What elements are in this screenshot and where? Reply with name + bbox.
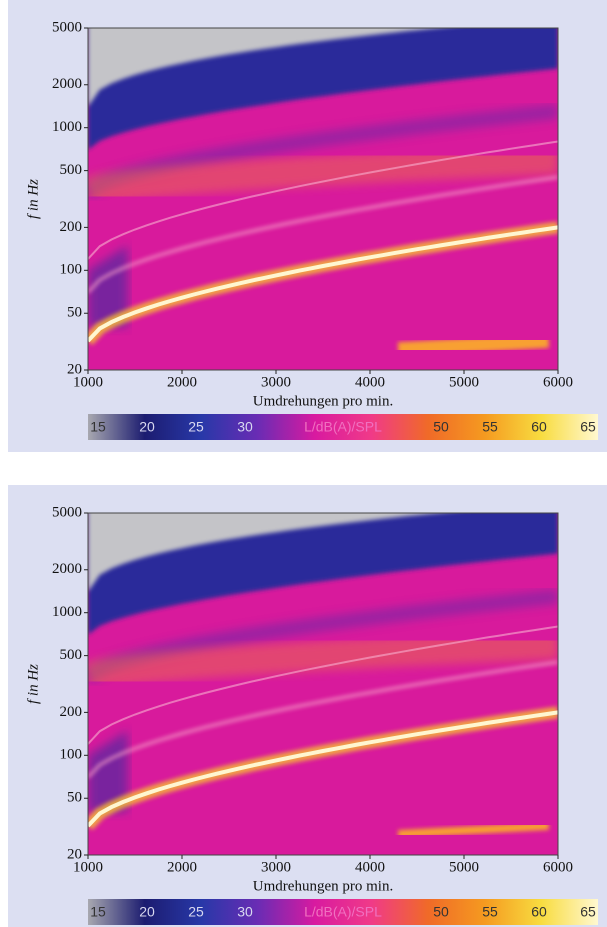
blue-left — [88, 245, 128, 328]
x-tick-label: 3000 — [261, 859, 291, 875]
blue-region — [88, 104, 558, 199]
y-tick-label: 50 — [67, 790, 82, 806]
colorbar-tick-label: 65 — [580, 904, 596, 920]
blue-left — [88, 730, 128, 813]
colorbar-tick-label: 55 — [482, 904, 498, 920]
x-tick-label: 6000 — [543, 374, 573, 390]
mid-band — [88, 144, 558, 208]
x-tick-label: 6000 — [543, 859, 573, 875]
x-axis-label: Umdrehungen pro min. — [253, 878, 393, 894]
plot-frame — [87, 512, 559, 856]
gray-region — [88, 28, 438, 107]
y-tick-label: 1000 — [52, 604, 82, 620]
y-tick-label: 200 — [60, 219, 83, 235]
colorbar-tick-label: 65 — [580, 419, 596, 435]
colorbar-tick-label: 60 — [531, 419, 547, 435]
x-tick-label: 2000 — [167, 859, 197, 875]
colorbar-tick-label: 60 — [531, 904, 547, 920]
x-tick-label: 3000 — [261, 374, 291, 390]
y-tick-label: 5000 — [52, 19, 82, 35]
harmonic — [88, 140, 558, 260]
x-tick-label: 2000 — [167, 374, 197, 390]
colorbar — [88, 414, 598, 440]
colorbar-label: L/dB(A)/SPL — [304, 904, 382, 920]
colorbar-tick-label: 50 — [433, 419, 449, 435]
harmonic — [88, 625, 558, 745]
main-harmonic — [88, 710, 558, 828]
blue-region — [88, 589, 558, 684]
x-tick-label: 5000 — [449, 374, 479, 390]
x-tick-label: 1000 — [73, 374, 103, 390]
y-tick-label: 500 — [60, 647, 83, 663]
x-tick-label: 4000 — [355, 374, 385, 390]
mid-band — [88, 629, 558, 693]
spectrogram-image — [88, 28, 558, 370]
low-patch — [397, 821, 549, 839]
x-tick-label: 1000 — [73, 859, 103, 875]
colorbar-tick-label: 25 — [188, 419, 204, 435]
colorbar-tick-label: 50 — [433, 904, 449, 920]
low-patch — [397, 333, 549, 357]
y-tick-label: 20 — [67, 361, 82, 377]
y-axis-label: f in Hz — [25, 179, 41, 219]
x-tick-label: 5000 — [449, 859, 479, 875]
spectrogram-image — [88, 513, 558, 855]
colorbar-tick-label: 15 — [90, 419, 106, 435]
colorbar-tick-label: 55 — [482, 419, 498, 435]
colorbar-tick-label: 30 — [237, 904, 253, 920]
colorbar-label: L/dB(A)/SPL — [304, 419, 382, 435]
y-tick-label: 2000 — [52, 76, 82, 92]
y-tick-label: 200 — [60, 704, 83, 720]
y-axis-label: f in Hz — [25, 664, 41, 704]
harmonic — [88, 660, 558, 779]
plot-frame — [87, 27, 559, 371]
harmonic — [88, 175, 558, 294]
y-tick-label: 500 — [60, 162, 83, 178]
colorbar-tick-label: 15 — [90, 904, 106, 920]
colorbar-tick-label: 20 — [139, 419, 155, 435]
gray-region — [88, 513, 438, 592]
x-axis-label: Umdrehungen pro min. — [253, 393, 393, 409]
main-harmonic — [88, 225, 558, 343]
x-tick-label: 4000 — [355, 859, 385, 875]
y-tick-label: 1000 — [52, 119, 82, 135]
colorbar-tick-label: 30 — [237, 419, 253, 435]
colorbar-tick-label: 20 — [139, 904, 155, 920]
y-tick-label: 2000 — [52, 561, 82, 577]
colorbar — [88, 899, 598, 925]
y-tick-label: 100 — [60, 747, 83, 763]
colorbar-tick-label: 25 — [188, 904, 204, 920]
y-tick-label: 5000 — [52, 504, 82, 520]
y-tick-label: 100 — [60, 262, 83, 278]
y-tick-label: 50 — [67, 305, 82, 321]
y-tick-label: 20 — [67, 846, 82, 862]
